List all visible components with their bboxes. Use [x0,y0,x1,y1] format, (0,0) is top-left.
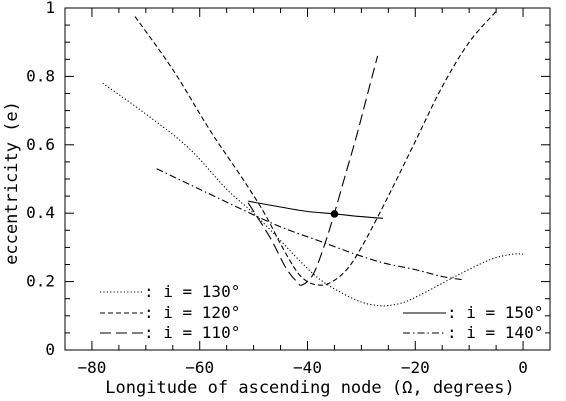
plot-marks [102,11,524,307]
y-tick-label: 1 [45,0,55,17]
legend: : i = 130° : i = 120°: i = 110° : i = 150°… [100,282,543,342]
series-line-4 [248,200,383,219]
y-tick-label: 0.4 [26,203,55,222]
y-tick-label: 0.2 [26,272,55,291]
highlight-point [330,210,339,218]
x-tick-label: −20 [401,358,430,377]
series-line-5 [156,168,464,281]
legend-label: : i = 150° [447,303,543,322]
x-tick-label: −60 [185,358,214,377]
y-tick-label: 0.8 [26,66,55,85]
legend-label: : i = 140° [447,323,543,342]
x-tick-label: −40 [293,358,322,377]
legend-label: : i = 120° [144,303,240,322]
y-tick-label: 0 [45,340,55,359]
x-tick-label: 0 [518,358,528,377]
legend-label: : i = 110° [144,323,240,342]
y-tick-label: 0.6 [26,135,55,154]
series-line-3 [247,55,379,286]
y-axis-label: eccentricity (e) [2,101,22,265]
axes: −80 −60 −40 −20 0 0 0.2 0.4 0.6 0.8 1 [26,0,551,377]
x-tick-label: −80 [77,358,106,377]
x-axis-label: Longitude of ascending node (Ω, degrees) [105,378,514,398]
series-line-2 [134,11,497,286]
legend-label: : i = 130° [144,282,240,301]
